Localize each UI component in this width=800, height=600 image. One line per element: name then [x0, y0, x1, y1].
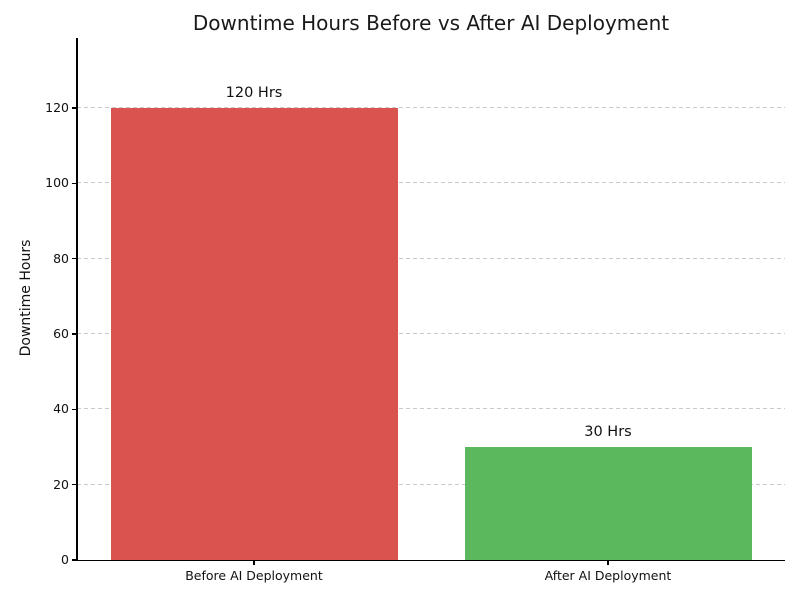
gridline-y-80 — [77, 257, 785, 259]
x-tick-label-1: After AI Deployment — [544, 568, 672, 583]
gridline-y-120 — [77, 107, 785, 109]
gridline-y-20 — [77, 483, 785, 485]
x-tick-mark — [253, 560, 255, 565]
y-tick-mark — [71, 258, 77, 260]
x-tick-label-0: Before AI Deployment — [185, 568, 323, 583]
x-tick-mark — [607, 560, 609, 565]
chart-title: Downtime Hours Before vs After AI Deploy… — [192, 11, 670, 35]
y-tick-mark — [71, 408, 77, 410]
y-axis-title: Downtime Hours — [18, 239, 34, 357]
bar-1 — [465, 447, 752, 560]
gridline-y-40 — [77, 408, 785, 410]
y-tick-mark — [71, 333, 77, 335]
y-tick-label: 60 — [53, 326, 69, 342]
y-tick-mark — [71, 182, 77, 184]
y-axis-spine — [76, 38, 78, 561]
y-tick-label: 0 — [61, 552, 69, 567]
y-tick-label: 80 — [53, 250, 69, 266]
y-tick-mark — [71, 484, 77, 486]
y-tick-mark — [71, 107, 77, 109]
y-tick-label: 20 — [53, 476, 69, 492]
plot-area: 120 Hrs 30 Hrs — [76, 38, 785, 561]
y-tick-label: 100 — [45, 175, 69, 191]
bar-value-label-1: 30 Hrs — [584, 424, 632, 441]
x-axis-spine — [76, 559, 785, 561]
bar-0 — [111, 108, 398, 560]
gridline-y-100 — [77, 182, 785, 184]
gridline-y-60 — [77, 333, 785, 335]
bar-value-label-0: 120 Hrs — [225, 85, 283, 102]
y-tick-mark — [71, 559, 77, 561]
y-tick-label: 120 — [45, 100, 69, 116]
y-tick-label: 40 — [53, 401, 69, 417]
